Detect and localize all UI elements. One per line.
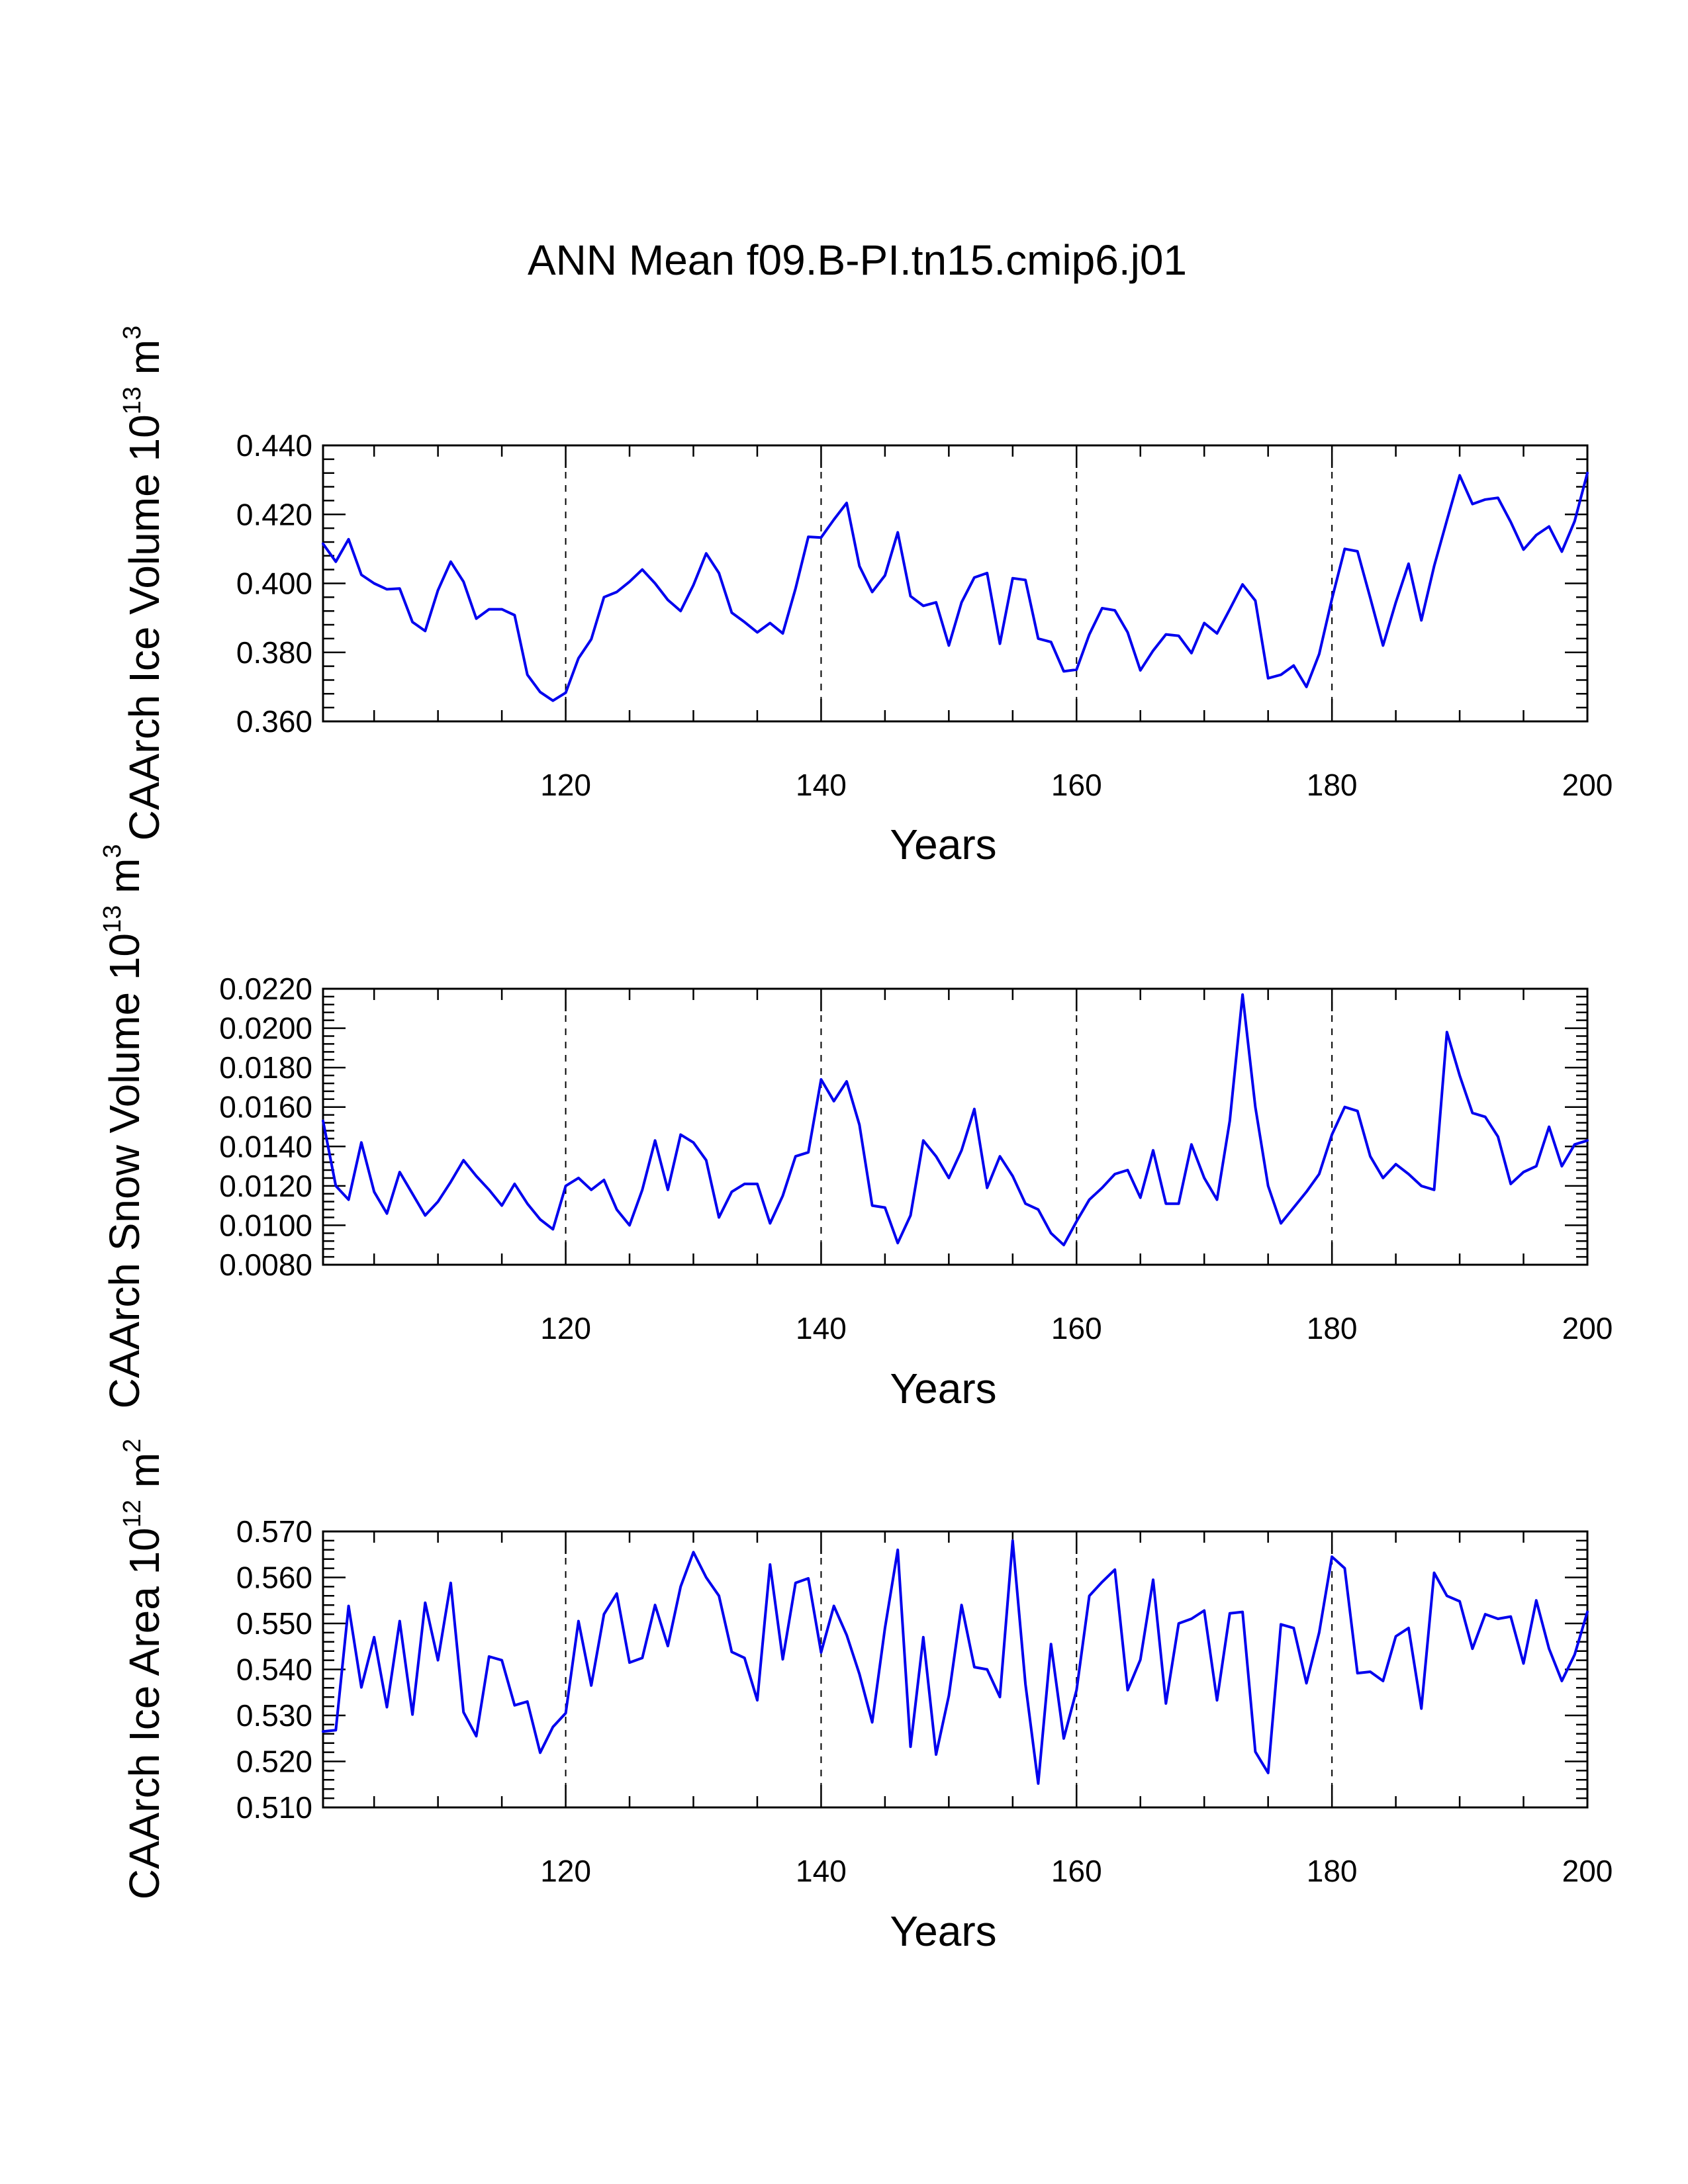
axis-ticks	[323, 444, 1589, 723]
y-axis-label-name: CAArch Ice Volume	[120, 473, 168, 841]
axis-ticks	[323, 987, 1589, 1266]
y-tick-label-6: 0.570	[236, 1514, 312, 1549]
ice-area-series-line	[322, 1539, 1589, 1785]
y-tick-label-4: 0.0160	[219, 1090, 312, 1124]
vertical-gridlines	[565, 1531, 1333, 1807]
axis-ticks	[323, 1530, 1589, 1809]
x-tick-label-180: 180	[1307, 1311, 1358, 1345]
x-tick-label-180: 180	[1307, 768, 1358, 802]
y-tick-label-2: 0.530	[236, 1698, 312, 1733]
y-tick-label-0: 0.360	[236, 704, 312, 739]
y-tick-label-1: 0.520	[236, 1745, 312, 1779]
x-tick-label-140: 140	[796, 1854, 847, 1888]
x-tick-label-200: 200	[1562, 1311, 1613, 1345]
y-tick-label-7: 0.0220	[219, 972, 312, 1006]
y-axis-label-exponent: 13	[118, 387, 146, 414]
y-tick-label-0: 0.0080	[219, 1248, 312, 1282]
y-tick-label-3: 0.540	[236, 1653, 312, 1687]
plot-frame	[322, 987, 1589, 1266]
y-axis-label-base: 10	[120, 1527, 168, 1574]
y-axis-label-unit: m	[101, 858, 148, 905]
vertical-gridlines	[565, 989, 1333, 1265]
x-axis-label: Years	[890, 1907, 996, 1955]
y-tick-label-5: 0.560	[236, 1561, 312, 1595]
y-axis-label-unit-exponent: 3	[118, 326, 146, 340]
x-tick-label-120: 120	[540, 1854, 591, 1888]
x-tick-label-160: 160	[1051, 768, 1102, 802]
x-tick-label-120: 120	[540, 768, 591, 802]
x-tick-labels: 120 140 160 180 200	[540, 768, 1613, 802]
y-axis-label: CAArch Ice Volume 1013 m3	[118, 326, 168, 841]
y-axis-label-unit: m	[120, 1453, 168, 1500]
x-tick-label-200: 200	[1562, 1854, 1613, 1888]
vertical-gridlines	[565, 445, 1333, 721]
x-tick-label-140: 140	[796, 768, 847, 802]
x-tick-label-120: 120	[540, 1311, 591, 1345]
y-tick-label-0: 0.510	[236, 1790, 312, 1825]
panel-ice-area: 120 140 160 180 200 0.510 0.520 0.530 0.540 0.55…	[118, 1439, 1613, 1955]
y-axis-label-unit-exponent: 2	[118, 1439, 146, 1453]
y-axis-label-base: 10	[101, 933, 148, 980]
panel-snow-volume: 120 140 160 180 200 0.0080 0.0100 0.0120 0.0140…	[99, 844, 1613, 1412]
y-axis-label-exponent: 12	[118, 1500, 146, 1527]
plot-frame	[322, 1530, 1589, 1809]
y-tick-label-1: 0.0100	[219, 1208, 312, 1242]
y-tick-label-6: 0.0200	[219, 1011, 312, 1046]
y-tick-label-1: 0.380	[236, 635, 312, 670]
y-tick-label-4: 0.440	[236, 428, 312, 463]
y-tick-label-5: 0.0180	[219, 1050, 312, 1085]
x-axis-label: Years	[890, 1365, 996, 1412]
y-axis-label-name: CAArch Snow Volume	[101, 992, 148, 1409]
x-tick-label-200: 200	[1562, 768, 1613, 802]
x-tick-labels: 120 140 160 180 200	[540, 1311, 1613, 1345]
x-tick-label-160: 160	[1051, 1311, 1102, 1345]
y-tick-label-4: 0.550	[236, 1606, 312, 1641]
y-tick-label-2: 0.0120	[219, 1169, 312, 1203]
y-tick-label-3: 0.0140	[219, 1129, 312, 1163]
y-axis-label: CAArch Ice Area 1012 m2	[118, 1439, 168, 1900]
y-tick-labels: 0.0080 0.0100 0.0120 0.0140 0.0160 0.0180 0.02…	[219, 972, 312, 1282]
y-axis-label-unit: m	[120, 340, 168, 387]
x-axis-label: Years	[890, 821, 996, 868]
snow-volume-series-line	[322, 993, 1589, 1247]
chart-title: ANN Mean f09.B-PI.tn15.cmip6.j01	[528, 236, 1187, 284]
x-tick-label-180: 180	[1307, 1854, 1358, 1888]
ice-volume-series-line	[322, 471, 1589, 702]
y-axis-label: CAArch Snow Volume 1013 m3	[99, 844, 148, 1408]
x-tick-label-140: 140	[796, 1311, 847, 1345]
plot-frame	[322, 444, 1589, 723]
x-tick-label-160: 160	[1051, 1854, 1102, 1888]
y-tick-labels: 0.360 0.380 0.400 0.420 0.440	[236, 428, 312, 739]
x-tick-labels: 120 140 160 180 200	[540, 1854, 1613, 1888]
y-axis-label-exponent: 13	[99, 905, 126, 933]
y-tick-label-3: 0.420	[236, 497, 312, 531]
y-tick-labels: 0.510 0.520 0.530 0.540 0.550 0.560 0.570	[236, 1514, 312, 1825]
panel-ice-volume: 120 140 160 180 200 0.360 0.380 0.400 0.420 0.44…	[118, 326, 1613, 868]
y-axis-label-unit-exponent: 3	[99, 844, 126, 858]
y-axis-label-base: 10	[120, 414, 168, 461]
y-axis-label-name: CAArch Ice Area	[120, 1586, 168, 1900]
y-tick-label-2: 0.400	[236, 567, 312, 601]
